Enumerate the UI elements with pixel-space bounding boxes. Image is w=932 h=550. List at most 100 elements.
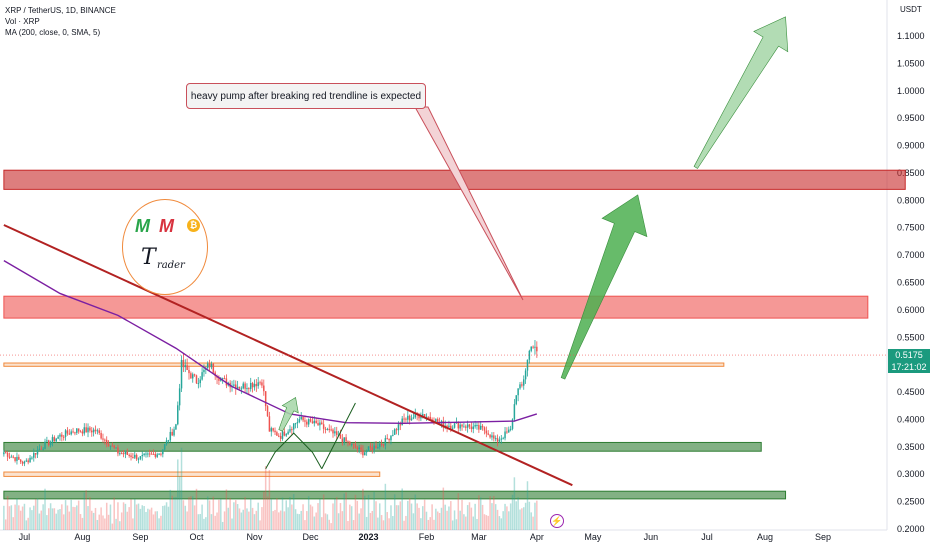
volume-bar	[365, 516, 368, 530]
candle-body	[392, 434, 394, 436]
candle-body	[134, 454, 136, 458]
volume-bar	[442, 487, 445, 530]
volume-bar	[225, 489, 228, 530]
volume-bar	[83, 492, 86, 530]
volume-bar	[104, 518, 106, 530]
volume-bar	[124, 503, 127, 530]
volume-bar	[500, 518, 503, 530]
volume-bar	[229, 497, 231, 530]
candle-body	[358, 447, 360, 450]
candle-body	[468, 424, 471, 427]
volume-bar	[461, 499, 463, 530]
candle-body	[461, 424, 463, 427]
green-up-arrow[interactable]	[560, 194, 648, 380]
candle-body	[435, 419, 437, 424]
time-tick-label: Jul	[19, 532, 31, 542]
volume-bar	[375, 501, 377, 530]
volume-bar	[266, 496, 269, 530]
volume-bar	[96, 519, 99, 530]
volume-bar	[364, 495, 366, 530]
candle-body	[457, 422, 460, 429]
projection-path[interactable]	[265, 432, 323, 469]
candle-body	[180, 359, 183, 389]
candle-body	[502, 438, 504, 440]
candle-body	[508, 429, 510, 433]
lightning-icon[interactable]: ⚡	[550, 514, 564, 528]
candle-body	[365, 450, 368, 453]
volume-bar	[423, 499, 426, 530]
volume-bar	[188, 497, 190, 530]
volume-bar	[291, 504, 293, 530]
volume-bar	[208, 500, 211, 530]
price-tick-label: 0.6000	[897, 305, 925, 315]
orange-zone	[3, 362, 725, 367]
candle-body	[128, 454, 130, 456]
candle-body	[191, 374, 194, 379]
volume-bar	[77, 500, 80, 530]
candle-body	[500, 438, 503, 440]
volume-bar	[386, 512, 388, 530]
candle-body	[483, 427, 486, 431]
volume-bar	[278, 512, 280, 530]
bar-countdown: 17:21:02	[891, 362, 927, 373]
volume-bar	[139, 508, 142, 530]
candle-body	[193, 374, 196, 376]
annotation-callout[interactable]: heavy pump after breaking red trendline …	[186, 83, 426, 109]
volume-bar	[298, 514, 301, 530]
price-tick-label: 0.4500	[897, 387, 925, 397]
candle-body	[137, 458, 140, 460]
volume-bar	[109, 504, 112, 530]
candle-body	[212, 363, 215, 373]
green-up-arrow[interactable]	[693, 16, 789, 169]
price-tick-label: 0.7000	[897, 250, 925, 260]
volume-bar	[483, 514, 486, 530]
volume-bar	[384, 483, 387, 530]
candle-body	[521, 384, 523, 386]
time-tick-label: May	[584, 532, 602, 542]
candle-body	[526, 359, 529, 371]
candle-body	[388, 439, 390, 441]
volume-bar	[240, 512, 243, 530]
candle-body	[511, 419, 514, 429]
candle-body	[276, 432, 278, 436]
ma-indicator-label[interactable]: MA (200, close, 0, SMA, 5)	[5, 28, 101, 37]
time-tick-label: Sep	[815, 532, 831, 542]
volume-bar	[33, 505, 35, 530]
volume-bar	[479, 497, 482, 530]
logo-word-rader: rader	[157, 260, 185, 271]
symbol-title[interactable]: XRP / TetherUS, 1D, BINANCE	[5, 6, 116, 15]
candle-body	[255, 383, 258, 387]
candle-body	[70, 431, 72, 435]
volume-bar	[169, 489, 172, 530]
volume-bar	[397, 505, 400, 530]
volume-bar	[105, 502, 108, 530]
volume-bar	[347, 521, 349, 530]
projection-path[interactable]	[321, 402, 356, 469]
green-up-arrow[interactable]	[278, 397, 299, 432]
volume-bar	[253, 514, 256, 530]
candle-body	[341, 438, 344, 443]
candle-body	[184, 365, 187, 368]
candle-body	[302, 416, 304, 421]
candle-body	[203, 369, 205, 373]
volume-bar	[259, 520, 261, 530]
volume-bar	[393, 494, 396, 530]
volume-bar	[197, 514, 200, 530]
volume-bar	[76, 505, 78, 530]
candle-body	[450, 425, 452, 429]
volume-bar	[178, 476, 181, 530]
volume-bar	[328, 519, 331, 530]
volume-bar	[193, 505, 196, 530]
volume-bar	[18, 505, 20, 530]
volume-indicator-label[interactable]: Vol · XRP	[5, 17, 40, 26]
volume-bar	[195, 488, 198, 530]
time-tick-label: Jun	[644, 532, 659, 542]
candle-body	[248, 388, 250, 390]
candle-body	[105, 439, 108, 445]
volume-bar	[81, 517, 84, 530]
candle-body	[322, 424, 325, 429]
volume-bar	[504, 503, 506, 530]
volume-bar	[238, 508, 241, 530]
candle-body	[347, 441, 349, 443]
